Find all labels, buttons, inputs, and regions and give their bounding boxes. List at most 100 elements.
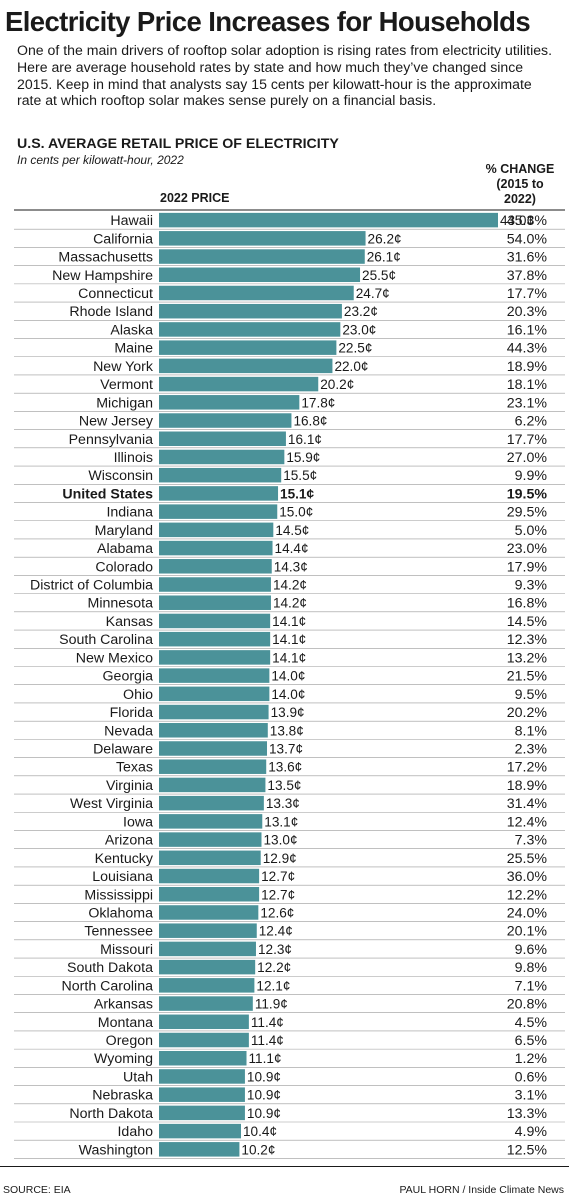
price-value-label: 15.9¢ [286,450,320,465]
change-column-header: % CHANGE (2015 to 2022) [480,162,560,207]
percent-change-value: 31.6% [507,250,548,266]
price-bar [159,486,279,501]
percent-change-value: 19.5% [507,486,548,502]
state-label: Georgia [103,669,154,685]
price-value-label: 14.0¢ [271,669,305,684]
percent-change-value: 0.6% [515,1069,548,1085]
state-label: North Dakota [69,1106,153,1122]
percent-change-value: 14.5% [507,614,548,630]
state-label: Michigan [96,395,153,411]
price-bar [159,941,256,957]
price-column-header: 2022 PRICE [160,191,230,205]
price-value-label: 26.2¢ [368,231,402,246]
price-value-label: 17.8¢ [301,395,335,410]
state-label: Louisiana [92,869,153,885]
percent-change-value: 20.2% [507,705,548,721]
state-label: Florida [110,705,153,721]
change-header-line: (2015 to [496,177,544,191]
price-value-label: 23.0¢ [342,322,376,337]
state-label: New Mexico [76,650,153,666]
price-bar [159,395,300,410]
price-value-label: 26.1¢ [367,250,401,265]
price-value-label: 23.2¢ [344,304,378,319]
state-label: New Jersey [79,414,154,430]
credit-note: PAUL HORN / Inside Climate News [399,1184,564,1196]
price-bar [159,741,268,756]
percent-change-value: 7.3% [515,833,548,849]
percent-change-value: 9.8% [515,960,548,976]
price-value-label: 14.3¢ [274,559,308,574]
state-label: Oklahoma [88,905,153,921]
price-bar [159,522,274,538]
price-value-label: 12.3¢ [258,942,292,957]
price-bar [159,467,282,483]
percent-change-value: 8.1% [515,723,548,739]
state-label: Massachusetts [58,250,153,266]
percent-change-value: 17.2% [507,760,548,776]
price-bar [159,595,271,610]
state-label: Wyoming [94,1051,153,1067]
price-bar [159,1069,245,1084]
price-bar [159,449,285,465]
price-bar [159,613,271,629]
percent-change-value: 54.0% [507,231,548,247]
state-label: Utah [123,1069,153,1085]
price-value-label: 12.1¢ [256,978,290,993]
price-bar [159,795,264,811]
price-bar [159,850,261,866]
percent-change-value: 20.8% [507,997,548,1013]
percent-change-value: 17.7% [507,432,548,448]
price-bar [159,905,259,920]
state-label: Arkansas [94,997,153,1013]
state-label: West Virginia [70,796,153,812]
percent-change-value: 29.5% [507,505,548,521]
price-value-label: 12.2¢ [257,960,291,975]
state-label: New York [93,359,154,375]
price-bar [159,832,262,847]
price-value-label: 15.5¢ [283,468,317,483]
state-label: Minnesota [88,596,154,612]
percent-change-value: 1.2% [515,1051,548,1067]
price-bar [159,413,292,428]
state-label: Arizona [105,833,153,849]
state-label: North Carolina [62,978,154,994]
percent-change-value: 44.3% [507,341,548,357]
percent-change-value: 9.6% [515,942,548,958]
price-bar [159,959,256,975]
price-value-label: 10.2¢ [241,1142,275,1157]
percent-change-value: 36.0% [507,869,548,885]
price-value-label: 13.6¢ [268,760,302,775]
price-bar [159,923,257,938]
percent-change-value: 9.9% [515,468,548,484]
state-label: Alaska [110,322,153,338]
price-value-label: 16.1¢ [288,432,322,447]
price-value-label: 13.5¢ [267,778,301,793]
price-value-label: 14.2¢ [273,596,307,611]
state-label: Vermont [100,377,153,393]
state-label: Pennsylvania [69,432,154,448]
price-value-label: 24.7¢ [356,286,390,301]
price-bar [159,559,272,574]
percent-change-value: 27.0% [507,450,548,466]
price-bar [159,376,319,392]
state-label: Alabama [97,541,153,557]
state-label: Kansas [106,614,153,630]
state-label: District of Columbia [30,578,153,594]
percent-change-value: 12.2% [507,887,548,903]
percent-change-value: 20.3% [507,304,548,320]
percent-change-value: 21.5% [507,669,548,685]
percent-change-value: 13.3% [507,1106,548,1122]
price-bar [159,650,271,665]
state-label: Idaho [117,1124,153,1140]
price-bar [159,267,361,283]
price-bar [159,777,266,793]
state-label: Ohio [123,687,153,703]
price-value-label: 43.0¢ [500,213,534,228]
price-value-label: 14.5¢ [275,523,309,538]
price-bar [159,704,269,720]
percent-change-value: 6.5% [515,1033,548,1049]
state-label: Illinois [114,450,153,466]
price-value-label: 15.0¢ [279,505,313,520]
percent-change-value: 18.9% [507,778,548,794]
